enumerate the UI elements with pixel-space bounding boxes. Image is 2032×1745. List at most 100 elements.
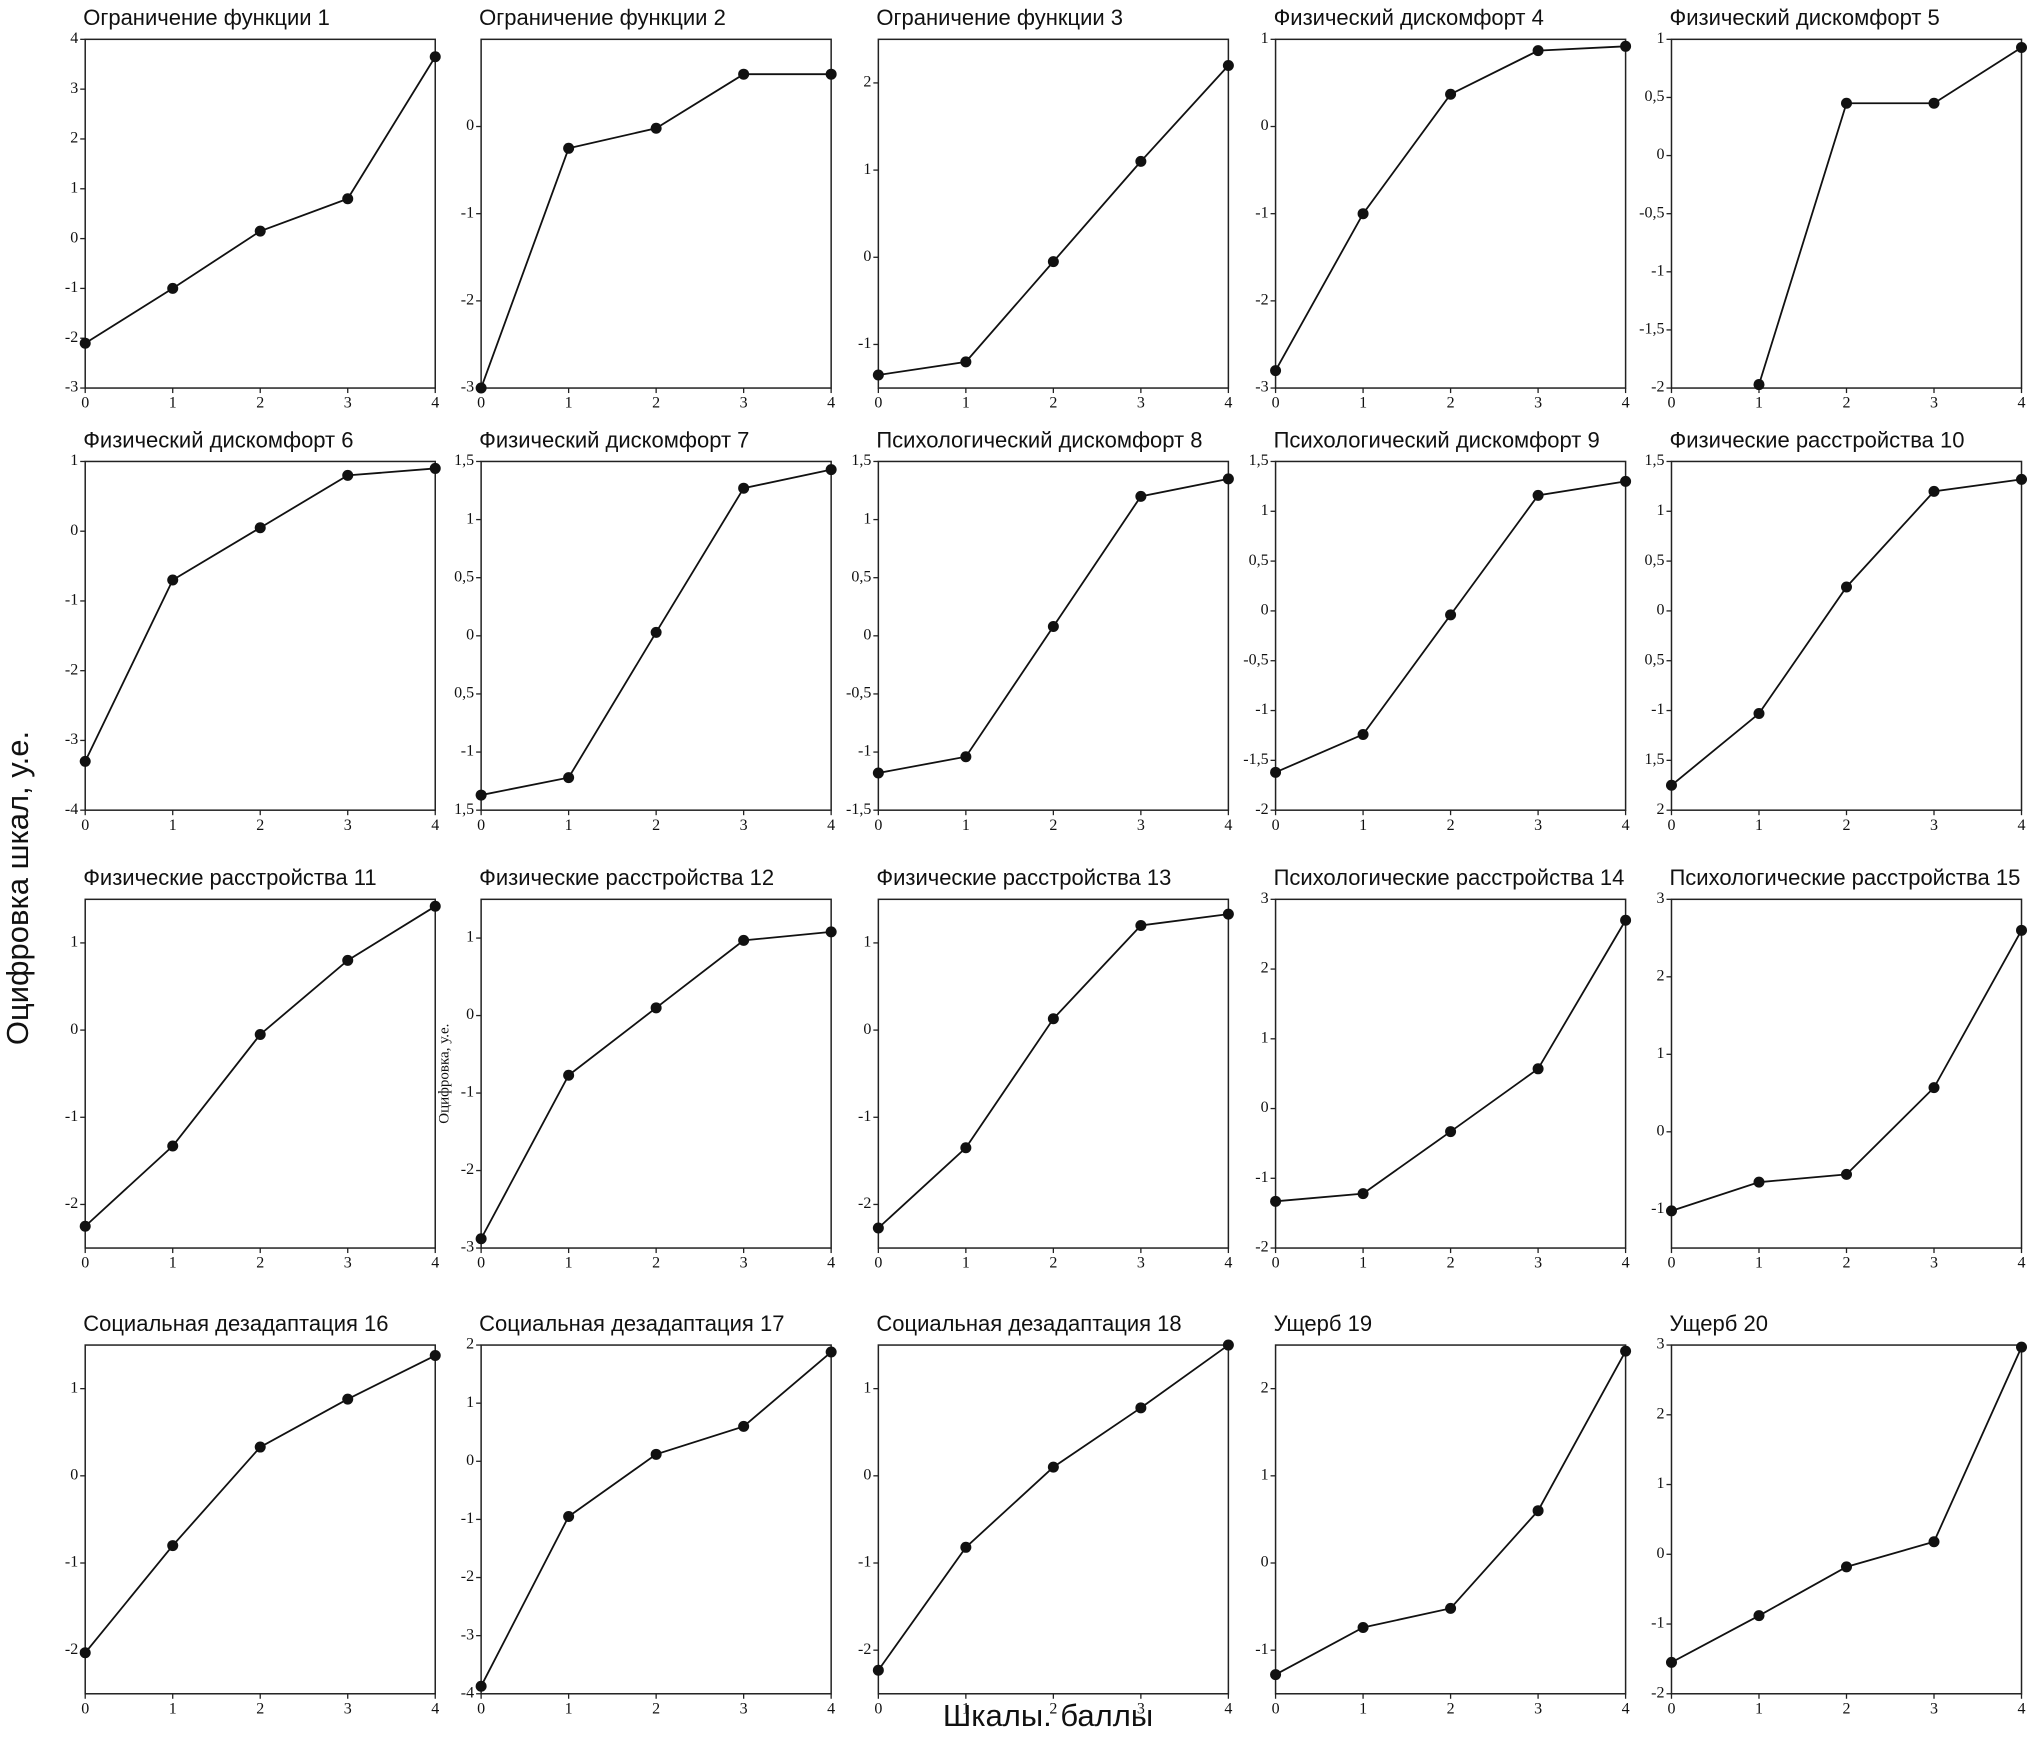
y-tick-label: 0 [863,626,871,643]
plot-frame [84,460,436,811]
line [878,64,1230,376]
x-tick-label: 1 [565,395,573,412]
point [2016,473,2028,485]
y-tick-label: -3 [65,379,78,396]
x-tick-label: 0 [1272,817,1280,834]
x-tick-label: 3 [1534,1255,1542,1272]
plot-frame [1274,898,1627,1249]
y-tick-label: -0,5 [1243,651,1268,668]
y-tick-label: 2 [1656,1405,1664,1422]
y-tick-label: -1 [858,1554,871,1571]
y-tick-label: -2 [858,1641,871,1658]
y-tick-label: 0 [1656,602,1664,619]
line [84,467,436,762]
x-tick-label: 0 [81,395,89,412]
x-tick-label: 4 [1224,395,1232,412]
y-tick-label: 0 [1261,1099,1269,1116]
y-tick-label: -1,5 [846,801,871,818]
point [254,522,266,534]
x-tick-label: 1 [1359,817,1367,834]
point [1532,45,1544,57]
x-tick-label: 1 [962,395,970,412]
point [1840,1561,1852,1573]
x-tick-label: 1 [1359,1255,1367,1272]
point [650,1448,662,1460]
point [429,462,441,474]
x-tick-label: 3 [1534,1700,1542,1717]
point [960,751,972,763]
y-tick-label: 1,5 [454,801,474,818]
x-tick-label: 1 [169,395,177,412]
y-tick-label: -2 [1255,1239,1268,1256]
point [1665,1656,1677,1668]
x-tick-label: 2 [1049,817,1057,834]
x-tick-label: 3 [1930,395,1938,412]
point [563,142,575,154]
x-tick-label: 4 [431,395,439,412]
y-tick-label: 1 [863,1379,871,1396]
x-tick-label: 4 [1622,395,1630,412]
x-tick-label: 0 [81,1700,89,1717]
point [960,356,972,368]
y-tick-label: -2 [1255,292,1268,309]
x-tick-label: 3 [1137,817,1145,834]
x-tick-label: 2 [1842,395,1850,412]
x-tick-label: 4 [827,1255,835,1272]
point [475,1680,487,1692]
y-tick-label: -4 [461,1684,474,1701]
point [872,1222,884,1234]
point [1047,256,1059,268]
point [1357,1188,1369,1200]
point [1753,379,1765,391]
point [342,193,354,205]
line [1670,478,2022,786]
x-tick-label: 1 [169,1700,177,1717]
plot-frame [84,898,436,1249]
y-tick-label: 0,5 [1249,552,1269,569]
point [429,1350,441,1362]
y-tick-label: -2 [65,1195,78,1212]
y-tick-label: -2 [461,292,474,309]
x-tick-label: 2 [256,395,264,412]
y-tick-label: 1 [70,934,78,951]
x-tick-label: 0 [1272,1255,1280,1272]
plot-frame [84,1344,436,1695]
y-tick-label: 1 [1261,30,1269,47]
x-tick-label: 4 [827,395,835,412]
x-tick-label: 4 [2018,395,2026,412]
point [167,1140,179,1152]
point [1532,489,1544,501]
subplot-title: Ущерб 20 [1669,1311,1768,1336]
x-tick-label: 3 [1534,395,1542,412]
y-tick-label: -2 [461,1161,474,1178]
y-tick-label: 0,5 [1644,88,1664,105]
point [167,282,179,294]
x-tick-label: 4 [1224,1255,1232,1272]
y-tick-label: 1 [1656,30,1664,47]
y-tick-label: 0 [863,1466,871,1483]
y-tick-label: 2 [863,74,871,91]
x-tick-label: 2 [256,1700,264,1717]
point [1665,779,1677,791]
x-tick-label: 3 [1930,1700,1938,1717]
line [877,1344,1229,1671]
point [738,934,750,946]
y-tick-label: -1 [1255,204,1268,221]
subplot-title: Социальная дезадаптация 18 [876,1311,1181,1336]
y-tick-label: 0 [1656,1122,1664,1139]
point [1047,1461,1059,1473]
line [1275,1350,1627,1676]
subplot: Ограничение функции 1 -3 -2 -1 0 1 2 3 4 0 1 2 3 4 [65,5,441,412]
plot-frame [1274,1344,1627,1695]
y-tick-label: 1 [1261,1029,1269,1046]
point [1753,1610,1765,1622]
subplot: Социальная дезадаптация 18 -2 -1 0 1 0 1 2 3 4 [858,1311,1234,1717]
point [872,1664,884,1676]
x-tick-label: 0 [81,817,89,834]
x-tick-label: 2 [1049,1255,1057,1272]
y-tick-label: -1 [65,279,78,296]
subplot-title: Ограничение функции 2 [479,5,726,30]
y-tick-label: 0,5 [454,685,474,702]
point [1532,1505,1544,1517]
